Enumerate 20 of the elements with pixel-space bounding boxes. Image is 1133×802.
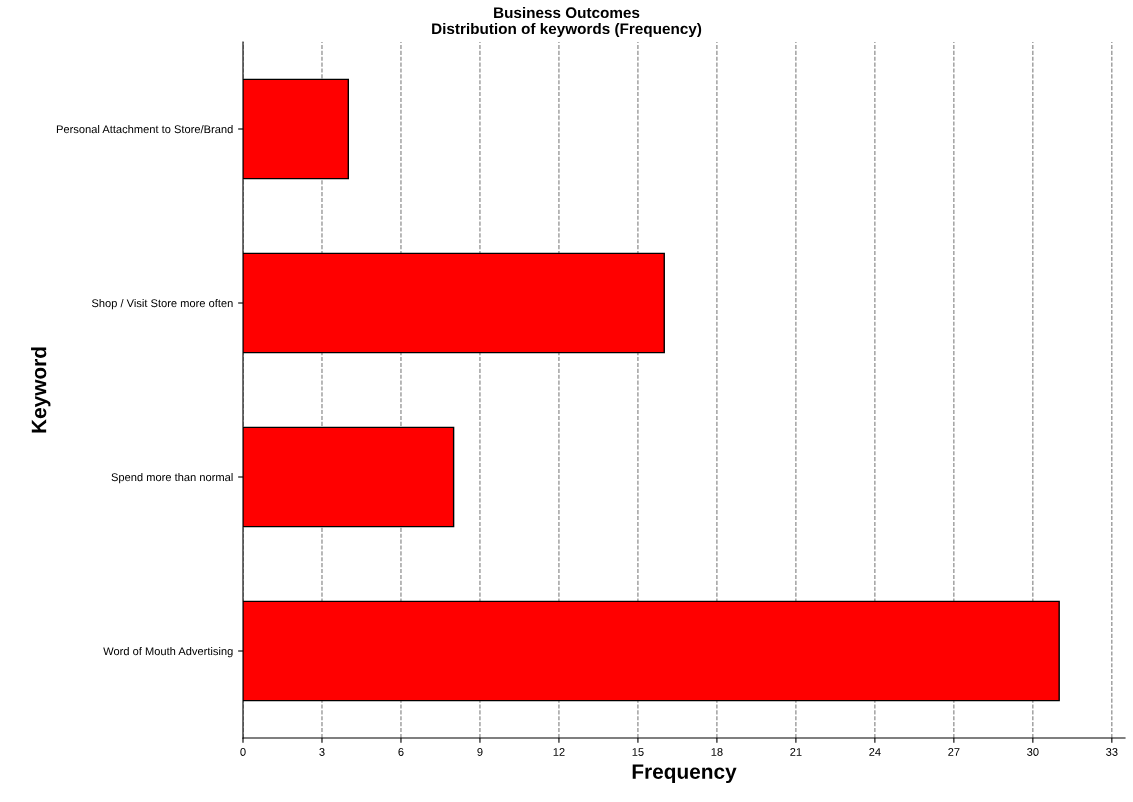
y-tick-label: Word of Mouth Advertising [103,646,233,658]
chart-subtitle: Distribution of keywords (Frequency) [432,22,702,38]
x-tick-label: 0 [240,748,246,756]
y-tick-label: Shop / Visit Store more often [91,298,233,310]
x-tick-label: 15 [632,748,644,756]
x-tick-label: 27 [948,748,960,756]
x-tick-label: 3 [319,748,325,756]
x-tick-label: 6 [398,748,404,756]
x-tick-label: 21 [790,748,802,756]
x-tick-label: 18 [711,748,723,756]
x-axis-title: Frequency [632,764,737,784]
y-axis-title: Keyword [31,347,51,433]
x-tick-label: 33 [1106,748,1118,756]
chart-title: Business Outcomes [494,6,640,19]
x-tick-label: 30 [1027,748,1039,756]
x-tick-label: 12 [553,748,565,756]
x-tick-label: 24 [869,748,881,756]
y-tick-label: Spend more than normal [111,472,233,484]
x-tick-label: 9 [477,748,483,756]
y-tick-label: Personal Attachment to Store/Brand [56,124,233,134]
